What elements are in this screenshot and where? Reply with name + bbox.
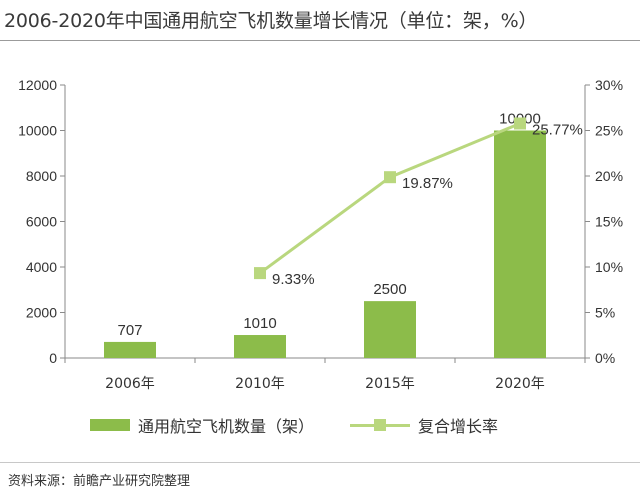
chart-title: 2006-2020年中国通用航空飞机数量增长情况（单位：架，%） — [4, 10, 538, 32]
growth-point — [514, 117, 526, 130]
source-note: 资料来源：前瞻产业研究院整理 — [8, 474, 191, 489]
bar-value-label: 2500 — [373, 281, 406, 298]
bar — [494, 130, 546, 358]
bar — [364, 301, 416, 358]
title-divider — [0, 40, 640, 41]
chart-area: 0 2000 4000 6000 8000 10000 12000 0% 5% 10% 15% 20%… — [18, 77, 623, 392]
legend-line-swatch — [350, 419, 411, 431]
legend-bar-label: 通用航空飞机数量（架） — [138, 417, 315, 436]
y-right-tick-label: 5% — [595, 305, 615, 321]
legend: 通用航空飞机数量（架） 复合增长率 — [90, 412, 498, 438]
y-left-tick-label: 2000 — [26, 305, 57, 321]
y-right-tick-label: 20% — [595, 168, 623, 184]
x-tick-label: 2010年 — [235, 376, 285, 392]
y-right-tick-label: 15% — [595, 214, 623, 230]
growth-value-label: 25.77% — [532, 121, 583, 138]
bar-value-label: 707 — [117, 322, 142, 339]
growth-point — [254, 267, 266, 280]
bar-value-label: 1010 — [243, 315, 276, 332]
legend-line-label: 复合增长率 — [418, 417, 499, 436]
bar — [234, 335, 286, 358]
y-left-tick-label: 10000 — [18, 123, 57, 139]
y-right-tick-label: 30% — [595, 77, 623, 93]
legend-bar-swatch — [90, 419, 130, 431]
source-divider — [0, 462, 640, 463]
growth-point — [384, 171, 396, 184]
bar — [104, 341, 156, 358]
x-tick-label: 2020年 — [495, 376, 545, 392]
growth-value-label: 9.33% — [272, 271, 315, 288]
x-tick-label: 2015年 — [365, 376, 415, 392]
y-left-tick-label: 12000 — [18, 77, 57, 93]
y-right-tick-label: 25% — [595, 123, 623, 139]
y-right-tick-label: 10% — [595, 259, 623, 275]
y-left-tick-label: 8000 — [26, 168, 57, 184]
growth-value-label: 19.87% — [402, 175, 453, 192]
y-left-tick-label: 4000 — [26, 259, 57, 275]
y-left-tick-label: 6000 — [26, 214, 57, 230]
y-left-tick-label: 0 — [49, 350, 57, 366]
x-tick-label: 2006年 — [105, 376, 155, 392]
growth-line — [259, 122, 521, 275]
y-right-tick-label: 0% — [595, 350, 615, 366]
